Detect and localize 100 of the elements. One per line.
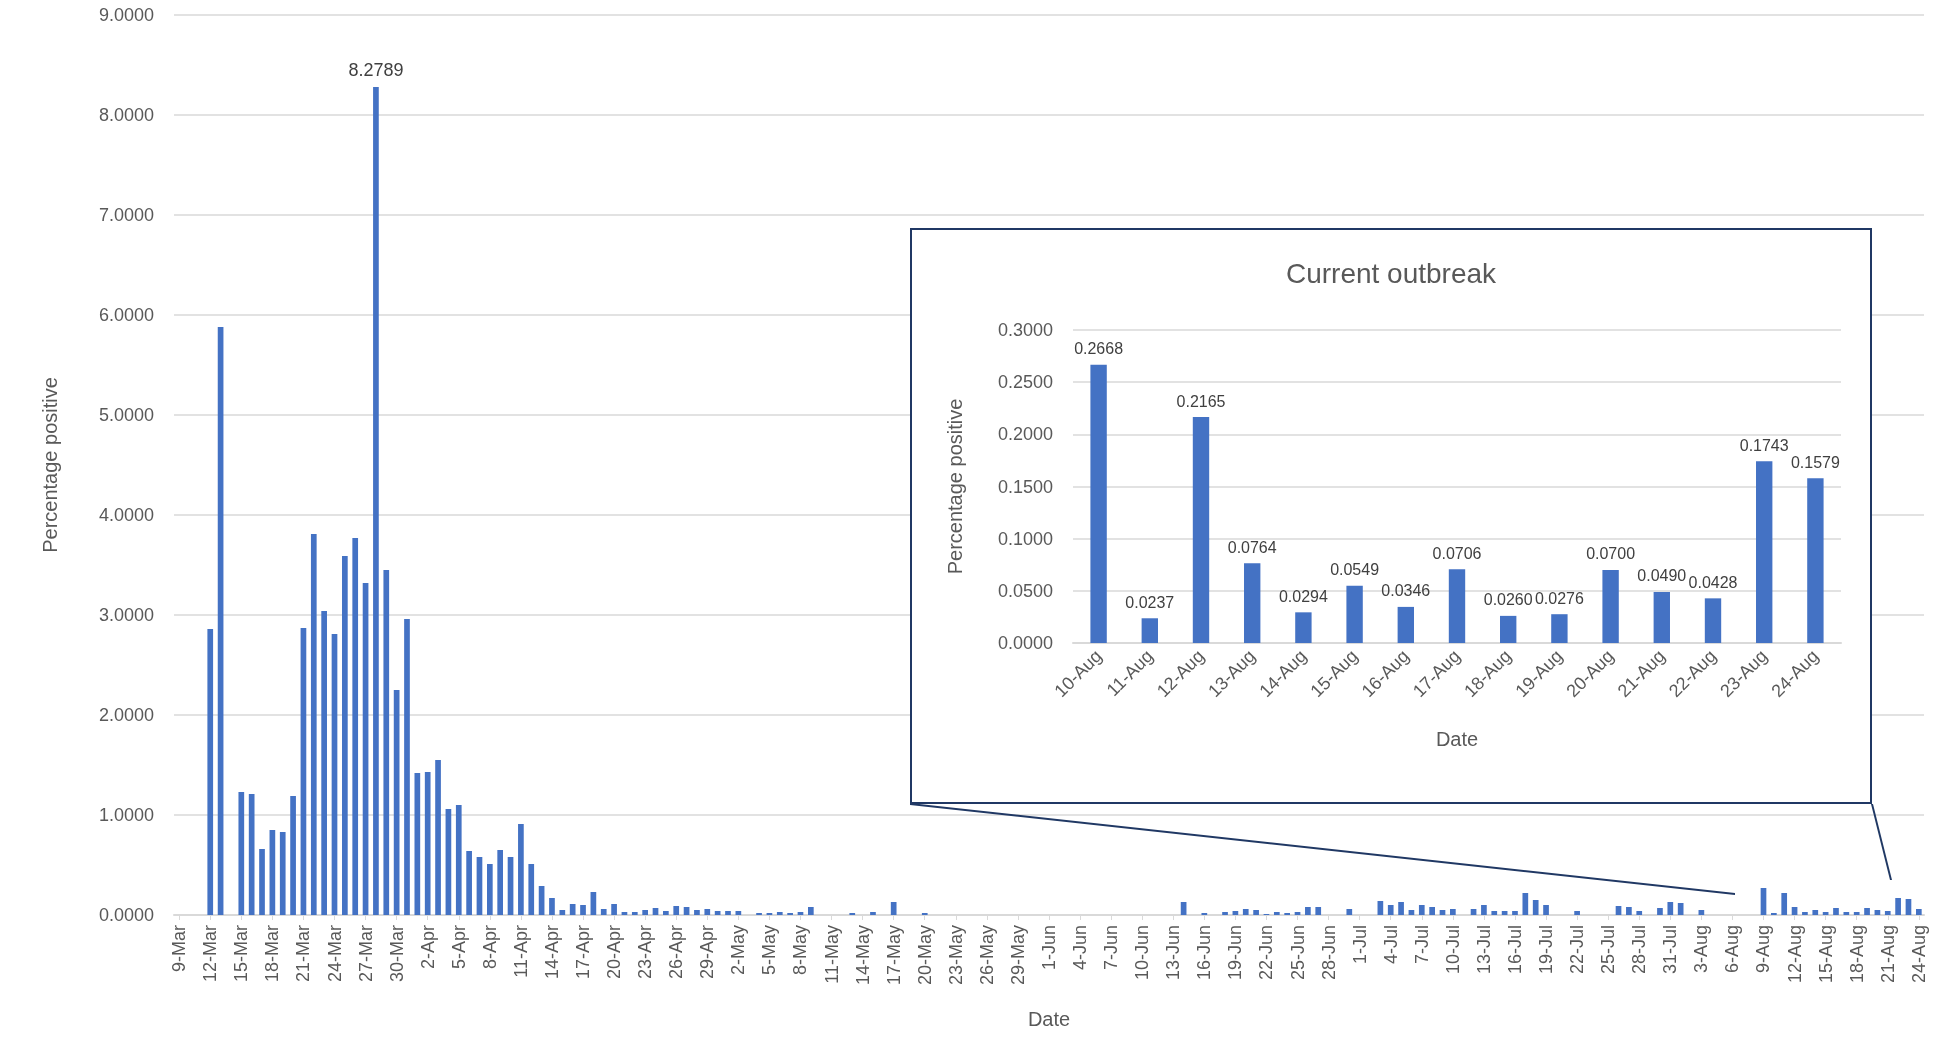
x-tick-label: 10-Jun: [1132, 925, 1153, 981]
y-axis-title: Percentage positive: [944, 398, 966, 575]
data-label: 0.0276: [1534, 589, 1584, 607]
bar: [807, 907, 814, 915]
data-label: 0.0549: [1330, 561, 1380, 579]
x-tick-label: 25-Jul: [1598, 925, 1619, 975]
y-tick-label: 0.0000: [98, 905, 154, 925]
x-tick-label: 29-May: [1007, 925, 1028, 986]
y-tick-label: 3.0000: [98, 605, 154, 625]
x-tick-label: 28-Jun: [1318, 925, 1339, 981]
bar: [497, 850, 504, 915]
x-tick-label: 12-Aug: [1784, 925, 1805, 984]
bar: [321, 611, 327, 915]
bar: [466, 851, 472, 915]
data-label: 0.0706: [1432, 544, 1482, 562]
x-tick-label: 9-Aug: [1753, 925, 1774, 974]
x-tick-label: 11-May: [821, 925, 842, 984]
bar: [1397, 606, 1414, 643]
x-tick-label: 22-Jun: [1256, 925, 1277, 981]
bar: [1602, 569, 1619, 643]
bar: [1884, 911, 1891, 915]
x-tick-label: 30-Mar: [386, 925, 407, 983]
bar: [1626, 907, 1632, 915]
x-tick-label: 28-Jul: [1629, 925, 1650, 975]
y-tick-label: 0.2500: [997, 372, 1053, 393]
y-tick-label: 0.2000: [997, 424, 1053, 445]
bar: [776, 912, 783, 915]
x-tick-label: 5-Apr: [448, 924, 469, 970]
bar: [352, 538, 359, 915]
bar: [279, 832, 286, 915]
x-tick-label: 4-Jul: [1380, 925, 1401, 965]
bar: [694, 910, 700, 915]
x-tick-label: 5-May: [759, 925, 780, 976]
bar: [1305, 907, 1311, 915]
bar: [1677, 903, 1684, 915]
x-tick-label: 19-Jul: [1536, 925, 1557, 975]
bar: [1418, 905, 1425, 915]
bar: [569, 904, 576, 915]
y-tick-label: 7.0000: [98, 205, 154, 225]
bar: [383, 570, 390, 915]
y-tick-label: 5.0000: [98, 405, 154, 425]
data-label: 8.2789: [348, 60, 404, 81]
bar: [1802, 912, 1808, 915]
bar: [1387, 905, 1394, 915]
data-label: 0.0764: [1227, 538, 1277, 556]
x-tick-label: 12-Mar: [200, 925, 221, 983]
bar: [549, 898, 555, 915]
x-tick-label: 31-Jul: [1660, 925, 1681, 975]
bar: [642, 910, 648, 915]
bar: [404, 619, 410, 915]
bar: [1192, 417, 1210, 643]
bar: [600, 909, 607, 915]
x-tick-label: 15-Mar: [231, 925, 252, 983]
x-tick-label: 2-May: [728, 925, 749, 976]
x-tick-label: 9-Mar: [169, 925, 190, 973]
x-tick-label: 13-Jul: [1473, 925, 1494, 975]
x-tick-label: 7-Jun: [1101, 925, 1122, 971]
bar: [290, 796, 296, 915]
bar: [1895, 898, 1901, 915]
x-tick-label: 7-Jul: [1411, 925, 1432, 965]
bar: [1636, 911, 1643, 915]
y-axis-title: Percentage positive: [39, 377, 61, 553]
data-label: 0.0260: [1483, 591, 1533, 609]
x-axis-title: Date: [1027, 1008, 1071, 1030]
bar: [1843, 912, 1850, 915]
bar: [1244, 563, 1261, 643]
bar: [1756, 461, 1773, 643]
bar: [1346, 585, 1363, 643]
bar: [725, 911, 731, 915]
bar: [1141, 618, 1158, 643]
bar: [1253, 910, 1259, 915]
data-label: 0.0700: [1586, 545, 1636, 563]
data-label: 0.0294: [1278, 587, 1328, 605]
bar: [1522, 893, 1529, 915]
x-axis-title: Date: [1435, 728, 1479, 750]
bar: [518, 824, 524, 915]
bar: [1090, 364, 1107, 643]
bar: [1667, 902, 1674, 915]
bar: [1704, 598, 1722, 643]
bar: [1273, 912, 1280, 915]
bar: [1915, 909, 1922, 915]
bar: [1551, 614, 1568, 643]
y-tick-label: 0.0000: [997, 633, 1053, 653]
x-tick-label: 11-Apr: [510, 925, 531, 978]
bar: [1500, 615, 1517, 643]
bar: [1812, 910, 1819, 915]
bar: [611, 904, 617, 915]
bar: [373, 87, 379, 915]
bar: [704, 909, 711, 915]
x-tick-label: 13-Jun: [1163, 925, 1184, 981]
bar: [528, 864, 535, 915]
x-tick-label: 23-May: [945, 925, 966, 986]
bar: [1481, 905, 1487, 915]
y-tick-label: 1.0000: [98, 805, 154, 825]
x-tick-label: 26-Apr: [666, 925, 687, 980]
x-tick-label: 24-Aug: [1908, 925, 1929, 984]
data-label: 0.1579: [1790, 453, 1840, 471]
x-tick-label: 8-Apr: [479, 924, 500, 970]
bar: [248, 794, 255, 915]
x-tick-label: 19-Jun: [1225, 925, 1246, 981]
